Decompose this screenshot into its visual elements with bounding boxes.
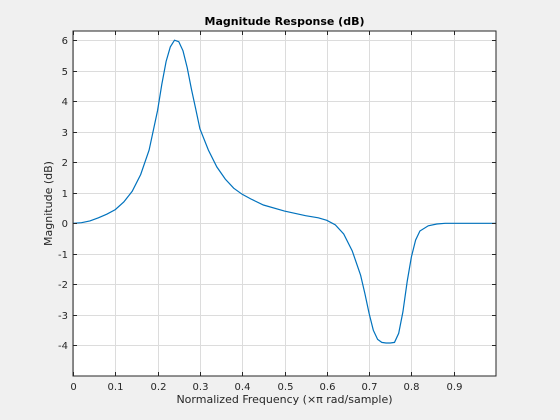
plot-area xyxy=(73,31,496,376)
plot-frame xyxy=(72,30,497,377)
y-tick-label: 6 xyxy=(62,36,68,47)
x-axis-label: Normalized Frequency (×π rad/sample) xyxy=(176,393,392,406)
x-tick-label: 0.1 xyxy=(108,382,124,393)
x-tick-label: 0.2 xyxy=(151,382,167,393)
y-tick-label: 0 xyxy=(62,219,68,230)
y-tick-label: 2 xyxy=(62,158,68,169)
chart-title: Magnitude Response (dB) xyxy=(205,15,365,28)
y-tick-label: -1 xyxy=(58,250,68,261)
y-axis-label: Magnitude (dB) xyxy=(42,161,55,246)
x-tick-label: 0.3 xyxy=(193,382,209,393)
x-tick-label: 0.5 xyxy=(278,382,294,393)
ticks: 0 0.1 0.2 0.3 0.4 0.5 0.6 0.7 0.8 0.9 6 5 4 3 2 1 0 -1 -2 -… xyxy=(58,31,496,393)
x-tick-label: 0.8 xyxy=(404,382,420,393)
y-tick-label: 5 xyxy=(62,67,68,78)
x-tick-label: 0.6 xyxy=(320,382,336,393)
y-tick-label: -2 xyxy=(58,280,68,291)
y-tick-label: -4 xyxy=(58,341,68,352)
y-tick-label: 4 xyxy=(62,97,68,108)
x-tick-label: 0.9 xyxy=(447,382,463,393)
x-tick-label: 0.4 xyxy=(235,382,251,393)
magnitude-series-line xyxy=(72,39,496,344)
y-tick-label: 1 xyxy=(62,189,68,200)
x-tick-label: 0 xyxy=(70,382,76,393)
grid xyxy=(73,31,496,376)
y-tick-label: 3 xyxy=(62,128,68,139)
y-tick-label: -3 xyxy=(58,311,68,322)
x-tick-label: 0.7 xyxy=(362,382,378,393)
